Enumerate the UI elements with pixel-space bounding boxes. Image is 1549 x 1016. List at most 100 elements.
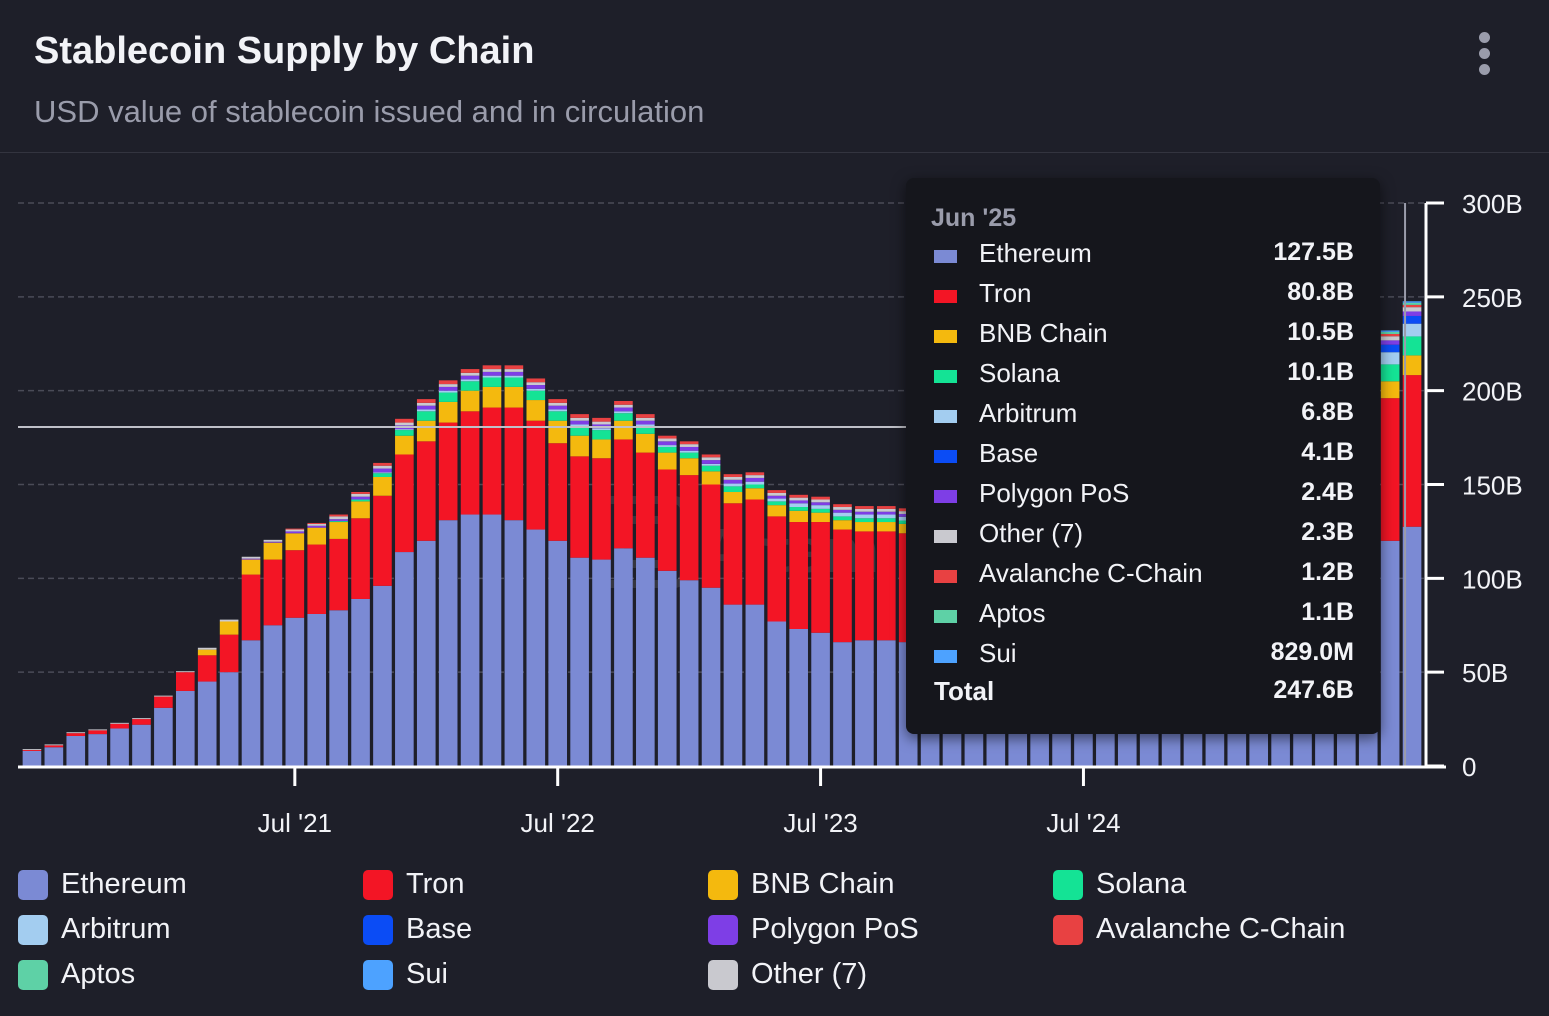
bar-ethereum[interactable] xyxy=(175,690,195,766)
bar-tron[interactable] xyxy=(1402,375,1422,527)
bar-avalanche-c-chain[interactable] xyxy=(482,365,502,370)
bar-polygon-pos[interactable] xyxy=(789,500,808,504)
bar-ethereum[interactable] xyxy=(373,585,392,766)
bar-tron[interactable] xyxy=(811,522,830,633)
bar-avalanche-c-chain[interactable] xyxy=(679,441,699,445)
bar-polygon-pos[interactable] xyxy=(876,511,896,515)
bar-avalanche-c-chain[interactable] xyxy=(811,496,830,500)
bar-other-7-[interactable] xyxy=(745,475,765,478)
bar-ethereum[interactable] xyxy=(570,557,589,766)
bar-arbitrum[interactable] xyxy=(679,450,699,453)
bar-bnb-chain[interactable] xyxy=(548,420,568,444)
bar-ethereum[interactable] xyxy=(132,724,151,766)
bar-bnb-chain[interactable] xyxy=(636,433,655,453)
bar-tron[interactable] xyxy=(592,458,611,560)
bar-other-7-[interactable] xyxy=(88,729,107,731)
bar-bnb-chain[interactable] xyxy=(1402,355,1422,376)
bar-arbitrum[interactable] xyxy=(657,445,677,447)
bar-polygon-pos[interactable] xyxy=(241,558,261,560)
bar-tron[interactable] xyxy=(438,422,458,521)
bar-other-7-[interactable] xyxy=(679,444,699,447)
bar-solana[interactable] xyxy=(351,499,370,502)
bar-ethereum[interactable] xyxy=(88,734,107,766)
bar-other-7-[interactable] xyxy=(197,647,217,650)
bar-tron[interactable] xyxy=(351,518,370,599)
bar-bnb-chain[interactable] xyxy=(745,488,765,500)
bar-solana[interactable] xyxy=(745,484,765,489)
bar-bnb-chain[interactable] xyxy=(767,505,787,517)
bar-arbitrum[interactable] xyxy=(438,390,458,393)
bar-base[interactable] xyxy=(1402,315,1422,324)
bar-avalanche-c-chain[interactable] xyxy=(351,492,370,494)
bar-avalanche-c-chain[interactable] xyxy=(438,380,458,385)
bar-solana[interactable] xyxy=(855,518,874,523)
bar-solana[interactable] xyxy=(526,390,546,401)
bar-bnb-chain[interactable] xyxy=(811,512,830,523)
bar-avalanche-c-chain[interactable] xyxy=(657,435,677,439)
bar-tron[interactable] xyxy=(66,733,86,736)
bar-tron[interactable] xyxy=(329,538,348,611)
bar-arbitrum[interactable] xyxy=(504,375,524,378)
bar-arbitrum[interactable] xyxy=(745,481,765,485)
bar-arbitrum[interactable] xyxy=(570,424,589,427)
bar-tron[interactable] xyxy=(767,516,787,622)
bar-polygon-pos[interactable] xyxy=(636,420,655,425)
bar-ethereum[interactable] xyxy=(285,617,305,766)
bar-ethereum[interactable] xyxy=(614,548,633,766)
bar-solana[interactable] xyxy=(767,501,787,506)
bar-solana[interactable] xyxy=(833,516,852,521)
bar-other-7-[interactable] xyxy=(811,499,830,503)
bar-ethereum[interactable] xyxy=(679,580,699,766)
bar-bnb-chain[interactable] xyxy=(723,492,743,504)
bar-polygon-pos[interactable] xyxy=(855,511,874,515)
bar-other-7-[interactable] xyxy=(876,508,896,512)
bar-ethereum[interactable] xyxy=(657,570,677,766)
bar-bnb-chain[interactable] xyxy=(526,400,546,421)
bar-other-7-[interactable] xyxy=(154,695,173,697)
bar-ethereum[interactable] xyxy=(329,610,348,766)
bar-avalanche-c-chain[interactable] xyxy=(570,414,589,418)
bar-tron[interactable] xyxy=(657,469,677,571)
bar-tron[interactable] xyxy=(701,484,721,588)
bar-bnb-chain[interactable] xyxy=(373,476,392,496)
bar-solana[interactable] xyxy=(395,430,414,436)
bar-ethereum[interactable] xyxy=(241,640,261,766)
bar-bnb-chain[interactable] xyxy=(351,501,370,519)
bar-bnb-chain[interactable] xyxy=(438,401,458,423)
bar-other-7-[interactable] xyxy=(789,497,808,501)
bar-other-7-[interactable] xyxy=(416,402,436,406)
bar-tron[interactable] xyxy=(88,730,107,735)
bar-other-7-[interactable] xyxy=(438,384,458,387)
bar-avalanche-c-chain[interactable] xyxy=(767,490,787,493)
bar-solana[interactable] xyxy=(460,381,480,391)
bar-arbitrum[interactable] xyxy=(395,429,414,431)
bar-arbitrum[interactable] xyxy=(526,388,546,391)
bar-polygon-pos[interactable] xyxy=(679,446,699,451)
bar-avalanche-c-chain[interactable] xyxy=(636,414,655,418)
bar-ethereum[interactable] xyxy=(219,672,239,766)
bar-arbitrum[interactable] xyxy=(614,411,633,414)
bar-ethereum[interactable] xyxy=(504,520,524,766)
bar-ethereum[interactable] xyxy=(592,559,611,766)
bar-polygon-pos[interactable] xyxy=(833,509,852,513)
bar-solana[interactable] xyxy=(657,446,677,453)
bar-other-7-[interactable] xyxy=(351,493,370,497)
bar-bnb-chain[interactable] xyxy=(876,522,896,532)
bar-tron[interactable] xyxy=(482,407,502,515)
bar-avalanche-c-chain[interactable] xyxy=(285,528,305,530)
bar-other-7-[interactable] xyxy=(767,492,787,496)
bar-bnb-chain[interactable] xyxy=(219,621,239,635)
bar-arbitrum[interactable] xyxy=(789,503,808,508)
bar-arbitrum[interactable] xyxy=(592,428,611,431)
bar-sui[interactable] xyxy=(1380,330,1400,332)
bar-avalanche-c-chain[interactable] xyxy=(1380,333,1400,337)
bar-ethereum[interactable] xyxy=(548,540,568,766)
bar-ethereum[interactable] xyxy=(460,514,480,766)
bar-avalanche-c-chain[interactable] xyxy=(307,522,327,524)
bar-tron[interactable] xyxy=(197,655,217,682)
bar-polygon-pos[interactable] xyxy=(438,386,458,391)
bar-other-7-[interactable] xyxy=(526,382,546,386)
bar-other-7-[interactable] xyxy=(263,539,283,542)
bar-solana[interactable] xyxy=(416,411,436,421)
bar-solana[interactable] xyxy=(570,426,589,436)
